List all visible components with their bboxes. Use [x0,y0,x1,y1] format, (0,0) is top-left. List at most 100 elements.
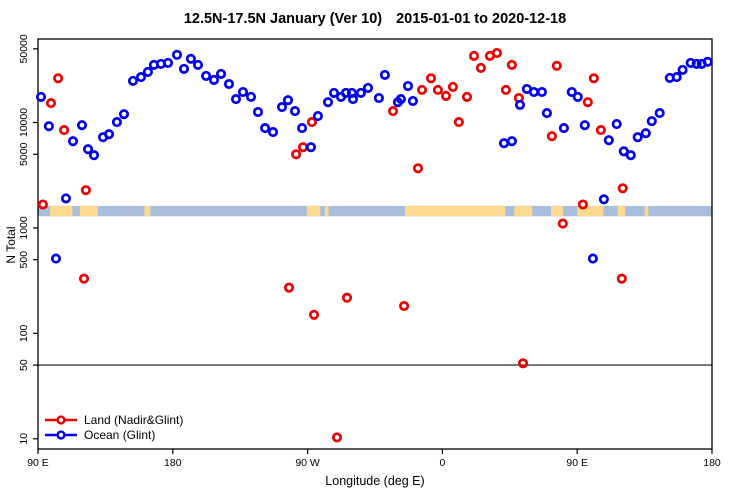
ocean-data-point [82,144,94,155]
ocean-data-point [579,120,590,131]
title-date-range: 2015-01-01 to 2020-12-18 [396,11,567,27]
land-data-point [412,163,424,174]
land-data-point [291,149,302,160]
ocean-data-point [297,123,308,134]
land-data-point [341,292,353,303]
ocean-data-point [76,120,88,131]
ocean-data-point [691,58,702,69]
ocean-data-point [127,75,139,86]
ocean-data-point [322,97,334,108]
x-tick-label: 90 W [295,457,320,469]
land-data-point [297,142,309,153]
ocean-data-point [671,72,682,83]
ocean-data-point [50,253,62,264]
land-data-point [331,432,343,443]
ocean-data-point [632,132,643,143]
ocean-data-point [611,119,622,130]
legend-item-land: Land (Nadir&Glint) [44,413,183,427]
ocean-data-point [111,117,122,128]
land-data-point [425,73,437,84]
ocean-data-point [267,127,279,138]
y-tick-label: 10000 [18,108,30,137]
map-band-land-segment [577,205,604,217]
land-data-point [283,282,295,293]
map-band-land-segment [49,205,73,217]
ocean-data-point [192,59,204,70]
ocean-data-point [223,78,235,90]
x-axis-title: Longitude (deg E) [325,474,425,488]
ocean-data-point [282,95,294,106]
ocean-data-point [514,99,526,110]
ocean-data-point [347,94,359,105]
legend: Land (Nadir&Glint) Ocean (Glint) [44,413,183,442]
ocean-data-point [407,95,418,107]
land-data-point [551,60,562,71]
ocean-data-point [536,86,547,98]
ocean-data-point [355,87,366,98]
land-data-point [506,59,517,70]
land-data-point [80,185,91,196]
ocean-data-point [142,66,153,77]
ocean-data-point [162,57,174,68]
ocean-data-point [395,94,406,105]
title-region-period: 12.5N-17.5N January (Ver 10) [183,11,383,27]
ocean-data-point [328,87,340,98]
ocean-data-point [654,108,665,119]
ocean-data-point [541,108,552,119]
ocean-data-point [67,136,79,147]
land-data-point [45,98,57,109]
land-data-point [617,183,628,194]
land-data-point [37,199,48,210]
ocean-data-point [178,63,190,74]
plot-border [37,38,713,450]
ocean-data-point [340,87,351,98]
legend-label-ocean: Ocean (Glint) [84,428,156,442]
map-band-land-segment [324,205,329,217]
ocean-data-point [402,80,414,92]
ocean-data-point [640,128,651,139]
land-data-point [582,97,593,108]
y-tick-label: 1000 [18,216,30,240]
y-tick-label: 500 [18,251,30,269]
y-tick-label: 50 [18,359,30,371]
ocean-data-point [677,64,688,75]
ocean-data-point [171,49,183,60]
land-data-point [595,125,606,136]
ocean-data-point [566,86,577,98]
land-data-point [577,199,588,210]
y-tick-label: 100 [18,324,30,342]
ocean-data-point [135,72,147,83]
land-data-point [432,84,443,95]
map-band-ocean [38,205,712,217]
map-band-land-segment [514,205,533,217]
land-data-point [616,273,627,284]
land-data-point [59,125,70,136]
ocean-data-point [43,121,54,132]
y-tick-label: 10 [18,433,30,445]
map-band-land-segment [144,205,151,217]
x-tick-label: 90 E [27,457,49,469]
map-band-land-segment [404,205,506,217]
x-tick-label: 0 [439,457,445,469]
y-tick-label: 50000 [18,34,30,63]
ocean-data-point [230,94,242,105]
land-data-point [491,47,502,59]
ocean-data-point [60,193,72,204]
ocean-data-point [245,91,257,102]
ocean-data-point [702,56,713,67]
ocean-data-point [260,123,271,134]
map-band-land-segment [306,205,321,217]
land-data-point [53,73,64,84]
ocean-data-point [373,92,384,104]
map-band-land-segment [550,205,563,217]
land-data-point [475,62,486,73]
land-data-point [416,84,428,95]
ocean-data-point [618,146,629,157]
land-data-point [447,81,458,92]
land-data-point [308,309,320,320]
ocean-data-point [208,74,220,85]
ocean-series-symbol [45,430,77,440]
land-data-point [557,218,568,229]
